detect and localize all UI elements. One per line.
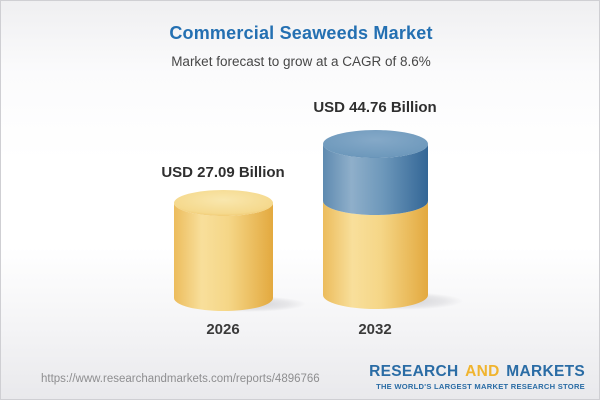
logo-wordmark: RESEARCH AND MARKETS: [369, 364, 585, 380]
page-title: Commercial Seaweeds Market: [169, 23, 433, 43]
report-url-link[interactable]: https://www.researchandmarkets.com/repor…: [41, 373, 320, 385]
bar-2026-category-label: 2026: [206, 321, 240, 338]
bar-2032-value-label: USD 44.76 Billion: [313, 99, 437, 116]
bar-2032-cylinder: [323, 130, 428, 309]
bar-2032-category-label: 2032: [358, 321, 392, 338]
bar-2026-cylinder: [174, 190, 273, 311]
bar-2026-value-label: USD 27.09 Billion: [161, 164, 285, 181]
page-subtitle: Market forecast to grow at a CAGR of 8.6…: [171, 54, 431, 69]
bar-2032-base-segment: [323, 201, 428, 309]
bar-2032-growth-segment: [323, 144, 428, 215]
logo-word-markets: MARKETS: [506, 363, 585, 380]
research-and-markets-logo: RESEARCH AND MARKETS THE WORLD'S LARGEST…: [369, 364, 585, 390]
bar-2032-shadow: [339, 292, 463, 310]
logo-word-and: AND: [465, 363, 500, 380]
logo-tagline: THE WORLD'S LARGEST MARKET RESEARCH STOR…: [376, 381, 585, 391]
bar-2026-shadow: [190, 296, 306, 312]
logo-word-research: RESEARCH: [369, 363, 459, 380]
